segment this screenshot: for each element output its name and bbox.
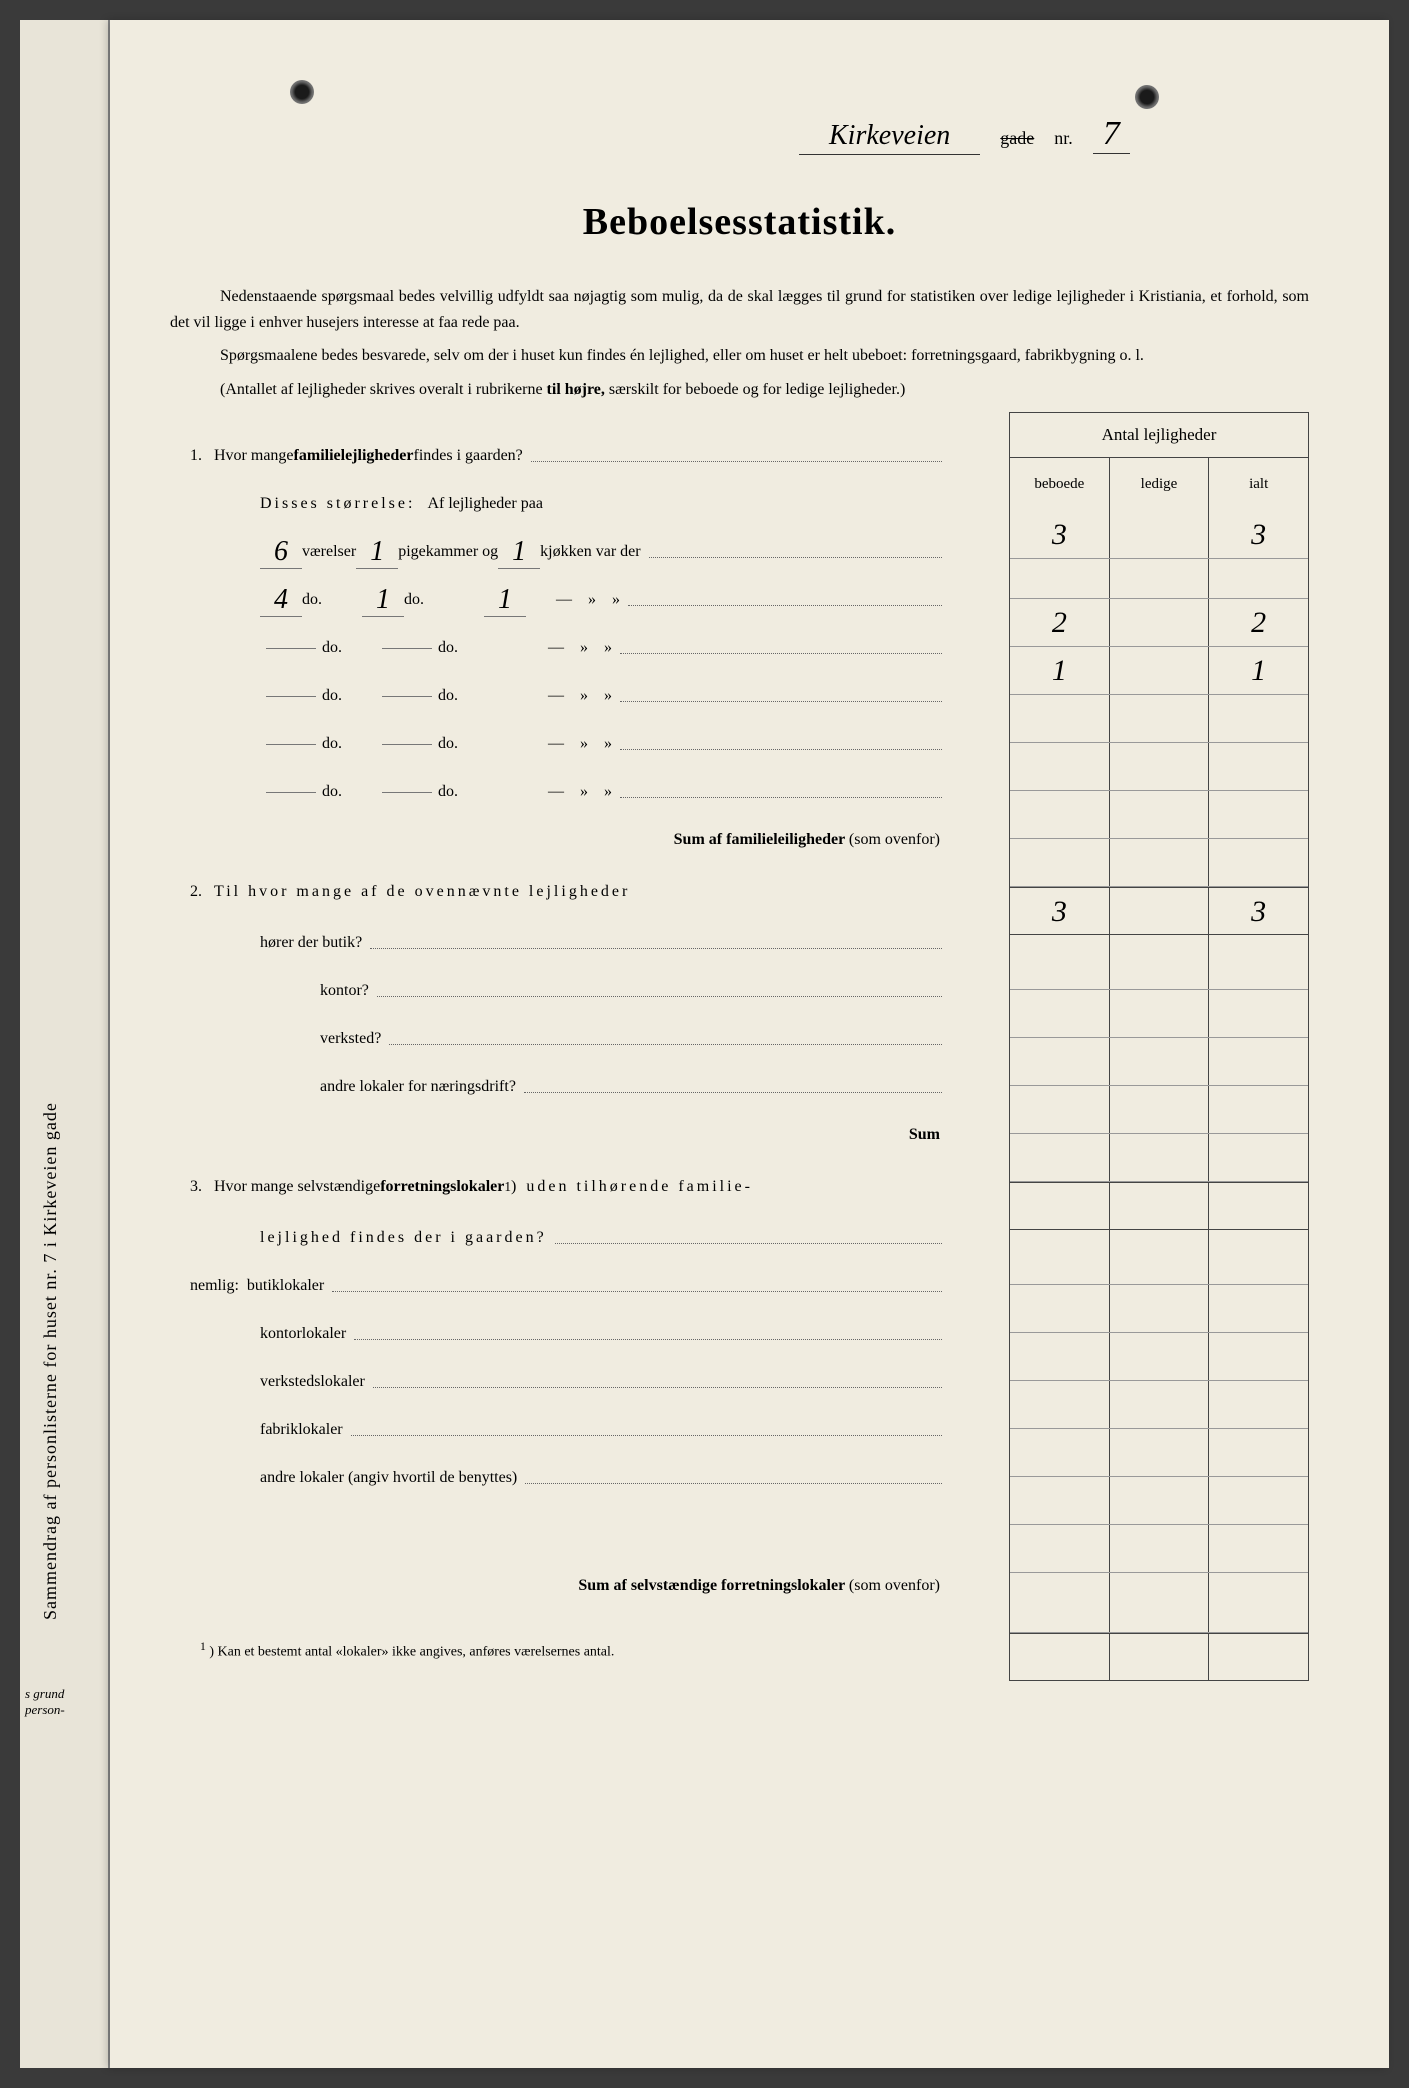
- intro-p3: (Antallet af lejligheder skrives overalt…: [170, 377, 1309, 403]
- table-header: Antal lejligheder beboede ledige ialt: [1009, 412, 1309, 511]
- table-row-spacer: [1010, 935, 1308, 990]
- intro-p1: Nedenstaaende spørgsmaal bedes velvillig…: [170, 284, 1309, 335]
- table-row: [1010, 1038, 1308, 1086]
- table-row-sum: 3 3: [1010, 887, 1308, 935]
- nr-label: nr.: [1054, 128, 1073, 149]
- street-name: Kirkeveien: [799, 120, 980, 155]
- q3-sum: Sum af selvstændige forretningslokaler (…: [170, 1562, 950, 1610]
- size-row: 6 værelser 1 pigekammer og 1 kjøkken var…: [170, 528, 950, 576]
- cell: 1: [1209, 647, 1308, 694]
- cell: 3: [1209, 888, 1308, 934]
- cell: 2: [1209, 599, 1308, 646]
- question-block: 1. Hvor mange familielejligheder findes …: [170, 432, 950, 1610]
- intro-p2: Spørgsmaalene bedes besvarede, selv om d…: [170, 343, 1309, 369]
- margin-bottom-labels: s grund person-: [25, 1686, 65, 1718]
- table-row: [1010, 743, 1308, 791]
- size-row: do. do. — » »: [170, 624, 950, 672]
- q2-sub: hører der butik?: [170, 919, 950, 967]
- table-row: 3 3: [1010, 511, 1308, 559]
- dotted-leader: [531, 450, 942, 462]
- q1-sum: Sum af familieleiligheder (som ovenfor): [170, 816, 950, 864]
- table-row-sum: [1010, 1633, 1308, 1681]
- q1-line: 1. Hvor mange familielejligheder findes …: [170, 432, 950, 480]
- table-row-spacer: [1010, 1573, 1308, 1633]
- punch-hole-right: [1135, 85, 1159, 109]
- person-label: person-: [25, 1702, 65, 1718]
- cell: 2: [1010, 599, 1110, 646]
- q3-sub: fabriklokaler: [170, 1406, 950, 1454]
- table-row: [1010, 1086, 1308, 1134]
- table-row: [1010, 1333, 1308, 1381]
- cell: [1110, 599, 1210, 646]
- cell: [1110, 647, 1210, 694]
- table-header-cols: beboede ledige ialt: [1010, 458, 1308, 511]
- cell: [1110, 888, 1210, 934]
- page-wrapper: Sammendrag af personlisterne for huset n…: [20, 20, 1389, 2068]
- col-beboede: beboede: [1010, 458, 1110, 511]
- margin-title: Sammendrag af personlisterne for huset n…: [40, 220, 61, 1620]
- table-row: 2 2: [1010, 599, 1308, 647]
- table-row: [1010, 791, 1308, 839]
- table-row: [1010, 1285, 1308, 1333]
- q3-sub: kontorlokaler: [170, 1310, 950, 1358]
- table-row: 1 1: [1010, 647, 1308, 695]
- table-row: [1010, 1381, 1308, 1429]
- size-row: do. do. — » »: [170, 720, 950, 768]
- document-page: Kirkeveien gade nr. 7 Beboelsesstatistik…: [110, 20, 1389, 2068]
- cell: 3: [1010, 888, 1110, 934]
- q2-sub: verksted?: [170, 1015, 950, 1063]
- punch-hole-left: [290, 80, 314, 104]
- table-row: [1010, 1429, 1308, 1477]
- q3-sub: andre lokaler (angiv hvortil de benyttes…: [170, 1454, 950, 1502]
- table-row: [1010, 839, 1308, 887]
- q2-sub: kontor?: [170, 967, 950, 1015]
- page-title: Beboelsesstatistik.: [170, 200, 1309, 244]
- q3-line2: lejlighed findes der i gaarden?: [170, 1214, 950, 1262]
- grund-label: s grund: [25, 1686, 65, 1702]
- table-row: [1010, 990, 1308, 1038]
- table-row-sum: [1010, 1182, 1308, 1230]
- col-ledige: ledige: [1110, 458, 1210, 511]
- cell: [1110, 511, 1210, 558]
- results-table: Antal lejligheder beboede ledige ialt 3 …: [1009, 412, 1309, 1681]
- table-row-spacer: [1010, 559, 1308, 599]
- q2-sum: Sum: [170, 1111, 950, 1159]
- header-line: Kirkeveien gade nr. 7: [799, 115, 1299, 155]
- table-row-spacer: [1010, 1230, 1308, 1285]
- left-margin: Sammendrag af personlisterne for huset n…: [20, 20, 110, 2068]
- q3-num: 3.: [190, 1178, 202, 1196]
- cell: 1: [1010, 647, 1110, 694]
- gade-label: gade: [1000, 128, 1034, 149]
- col-ialt: ialt: [1209, 458, 1308, 511]
- table-header-main: Antal lejligheder: [1010, 413, 1308, 458]
- table-body: 3 3 2 2 1 1: [1009, 511, 1309, 1681]
- size-row: do. do. — » »: [170, 768, 950, 816]
- content-area: Antal lejligheder beboede ledige ialt 3 …: [170, 432, 1309, 1610]
- q1-num: 1.: [190, 447, 202, 465]
- size-row: do. do. — » »: [170, 672, 950, 720]
- q3-sub: verkstedslokaler: [170, 1358, 950, 1406]
- q2-num: 2.: [190, 883, 202, 901]
- q2-line: 2. Til hvor mange af de ovennævnte lejli…: [170, 864, 950, 919]
- q1-size-label: Disses størrelse: Af lejligheder paa: [170, 480, 950, 528]
- cell: 3: [1209, 511, 1308, 558]
- table-row: [1010, 695, 1308, 743]
- q3-nemlig: nemlig: butiklokaler: [170, 1262, 950, 1310]
- nr-value: 7: [1093, 115, 1130, 154]
- table-row: [1010, 1134, 1308, 1182]
- q3-line: 3. Hvor mange selvstændige forretningslo…: [170, 1159, 950, 1214]
- q2-sub: andre lokaler for næringsdrift?: [170, 1063, 950, 1111]
- table-row: [1010, 1525, 1308, 1573]
- spacer: [170, 1502, 950, 1562]
- cell: 3: [1010, 511, 1110, 558]
- table-row: [1010, 1477, 1308, 1525]
- size-row: 4 do. 1 do. 1 — » »: [170, 576, 950, 624]
